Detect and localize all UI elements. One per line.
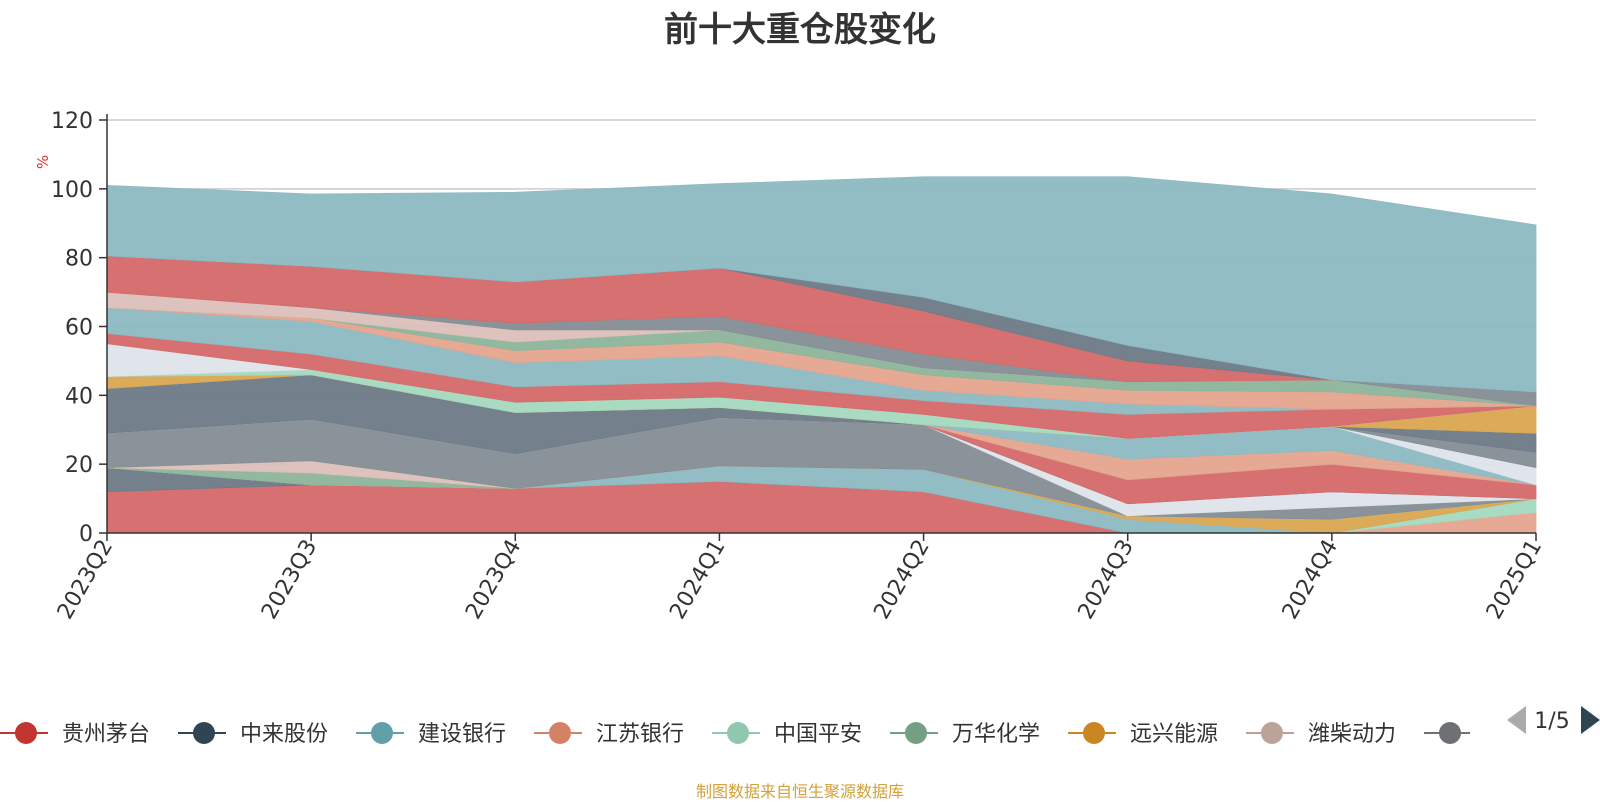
legend-label-4: 中国平安 xyxy=(774,722,862,747)
legend-label-2: 建设银行 xyxy=(418,722,506,747)
x-tick-label-6: 2024Q4 xyxy=(1278,536,1343,624)
legend-page-indicator: 1/5 xyxy=(1534,709,1569,734)
legend-circle-icon-4 xyxy=(727,722,749,744)
legend-circle-icon-3 xyxy=(549,722,571,744)
x-tick-label-2: 2023Q4 xyxy=(461,536,526,624)
legend-circle-icon-7 xyxy=(1261,722,1283,744)
y-tick-label-120: 120 xyxy=(51,109,93,134)
legend-item-5[interactable]: 万华化学 xyxy=(890,722,1040,747)
x-tick-label-7: 2025Q1 xyxy=(1482,536,1547,624)
stacked-area-series xyxy=(106,176,1537,534)
legend-item-7[interactable]: 潍柴动力 xyxy=(1246,722,1396,747)
legend-circle-icon-2 xyxy=(371,722,393,744)
legend-item-1[interactable]: 中来股份 xyxy=(178,722,328,747)
legend-label-3: 江苏银行 xyxy=(596,722,684,747)
legend-prev-arrow-icon[interactable] xyxy=(1507,706,1526,734)
legend-circle-icon-0 xyxy=(15,722,37,744)
y-tick-label-20: 20 xyxy=(65,453,93,478)
chart-title: 前十大重仓股变化 xyxy=(664,10,936,50)
legend-item-0[interactable]: 贵州茅台 xyxy=(0,722,150,747)
y-axis-unit-label: % xyxy=(34,155,52,169)
legend-item-8[interactable]: 无 xyxy=(1424,722,1508,747)
x-tick-label-4: 2024Q2 xyxy=(869,536,934,624)
legend[interactable]: 贵州茅台 中来股份 建设银行 江苏银行 中国平安 万华化学 远兴能源 潍柴动力 无 xyxy=(0,722,1508,747)
area-series-29 xyxy=(106,176,1537,393)
data-source-note: 制图数据来自恒生聚源数据库 xyxy=(695,782,904,801)
legend-circle-icon-5 xyxy=(905,722,927,744)
x-tick-label-5: 2024Q3 xyxy=(1074,536,1139,624)
y-tick-label-100: 100 xyxy=(51,178,93,203)
legend-circle-icon-8 xyxy=(1439,722,1461,744)
legend-label-7: 潍柴动力 xyxy=(1308,722,1396,747)
legend-item-3[interactable]: 江苏银行 xyxy=(534,722,684,747)
legend-next-arrow-icon[interactable] xyxy=(1581,706,1600,734)
legend-item-4[interactable]: 中国平安 xyxy=(712,722,862,747)
legend-label-5: 万华化学 xyxy=(952,722,1040,747)
legend-pager[interactable]: 1/5 xyxy=(1507,706,1600,734)
legend-label-1: 中来股份 xyxy=(240,722,328,747)
legend-circle-icon-1 xyxy=(193,722,215,744)
legend-label-6: 远兴能源 xyxy=(1130,722,1218,747)
x-tick-label-1: 2023Q3 xyxy=(257,536,322,624)
legend-circle-icon-6 xyxy=(1083,722,1105,744)
x-tick-label-3: 2024Q1 xyxy=(665,536,730,624)
legend-item-2[interactable]: 建设银行 xyxy=(356,722,506,747)
y-tick-label-80: 80 xyxy=(65,247,93,272)
legend-label-8: 无 xyxy=(1486,722,1508,747)
legend-label-0: 贵州茅台 xyxy=(62,722,150,747)
x-tick-label-0: 2023Q2 xyxy=(53,536,118,624)
y-tick-label-0: 0 xyxy=(79,522,93,547)
y-tick-label-40: 40 xyxy=(65,384,93,409)
legend-item-6[interactable]: 远兴能源 xyxy=(1068,722,1218,747)
y-tick-label-60: 60 xyxy=(65,316,93,341)
